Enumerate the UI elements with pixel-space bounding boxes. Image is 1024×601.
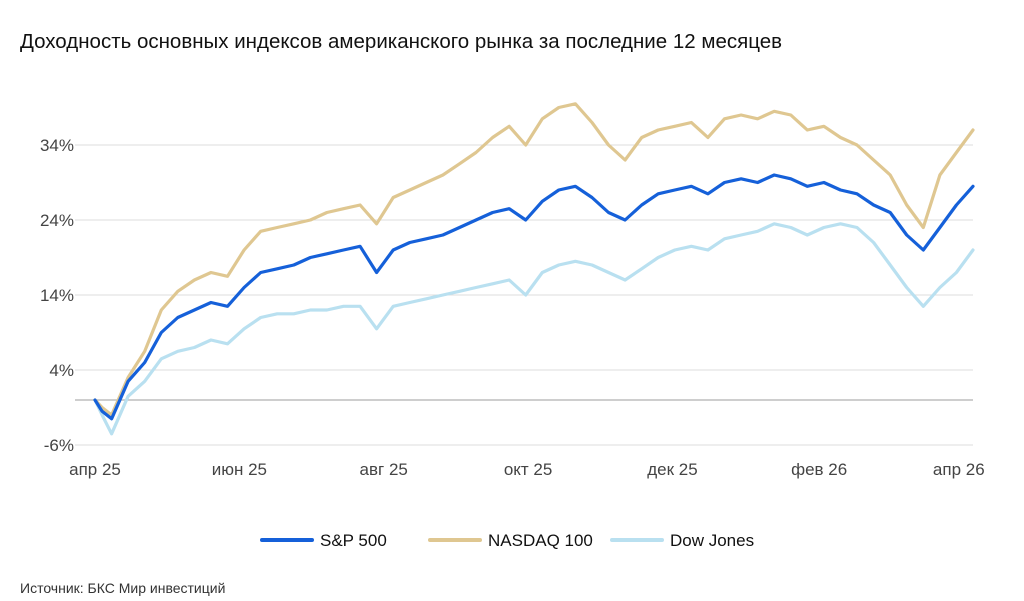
legend-label: Dow Jones	[670, 531, 754, 550]
y-tick-label: -6%	[44, 436, 74, 455]
x-tick-label: фев 26	[791, 460, 847, 479]
y-tick-label: 34%	[40, 136, 74, 155]
legend-label: NASDAQ 100	[488, 531, 593, 550]
legend: S&P 500 NASDAQ 100 Dow Jones	[260, 531, 754, 550]
series-line-nasdaq-100	[93, 102, 975, 417]
series-line-dow-jones	[93, 222, 975, 436]
source-note: Источник: БКС Мир инвестиций	[20, 580, 226, 596]
legend-label: S&P 500	[320, 531, 387, 550]
x-tick-label: дек 25	[647, 460, 697, 479]
y-axis: -6% 4% 14% 24% 34%	[40, 136, 74, 455]
x-tick-label: июн 25	[212, 460, 267, 479]
y-tick-label: 4%	[49, 361, 74, 380]
y-tick-label: 14%	[40, 286, 74, 305]
x-tick-label: апр 26	[933, 460, 985, 479]
x-axis: апр 25 июн 25 авг 25 окт 25 дек 25 фев 26 апр …	[69, 460, 985, 479]
y-tick-label: 24%	[40, 211, 74, 230]
x-tick-label: апр 25	[69, 460, 121, 479]
series-line-s-p-500	[93, 173, 975, 421]
plot-area	[93, 102, 975, 436]
x-tick-label: авг 25	[360, 460, 408, 479]
chart-title: Доходность основных индексов американско…	[20, 30, 782, 53]
x-tick-label: окт 25	[504, 460, 553, 479]
